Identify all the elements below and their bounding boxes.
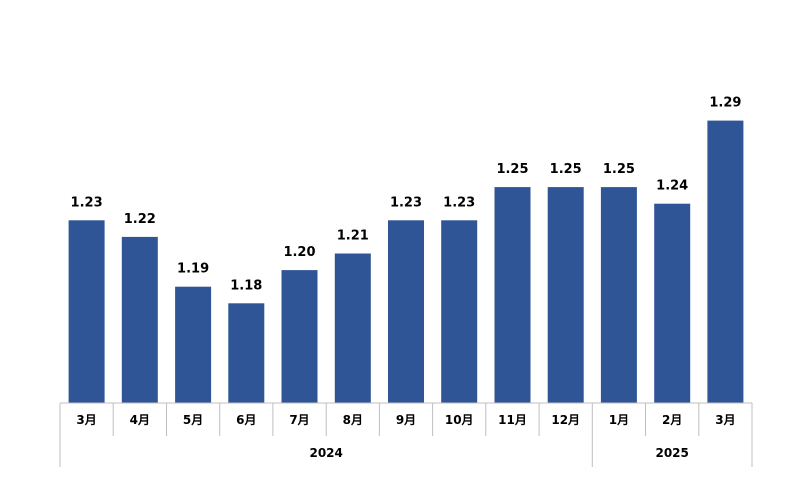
value-label-12: 1.24	[656, 179, 688, 194]
value-label-2: 1.22	[124, 212, 156, 227]
x-axis: 3月 4月 5月 6月 7月 8月 9月 10月 11月 12月 1月 2月 3月 2024 2025	[59, 402, 753, 467]
x-tick-label-13: 3月	[715, 413, 735, 427]
x-tick-label-11: 1月	[609, 413, 629, 427]
value-label-4: 1.18	[230, 278, 262, 293]
x-tick-label-12: 2月	[662, 413, 682, 427]
x-tick-label-3: 5月	[183, 413, 203, 427]
value-label-3: 1.19	[177, 262, 209, 277]
bar-3	[175, 286, 212, 403]
x-tick-label-8: 10月	[445, 413, 474, 427]
bar-6	[334, 253, 371, 403]
value-label-6: 1.21	[337, 229, 369, 244]
value-label-1: 1.23	[71, 195, 103, 210]
x-tick-label-7: 9月	[396, 413, 416, 427]
x-tick-label-2: 4月	[130, 413, 150, 427]
bar-9	[494, 187, 531, 403]
value-labels-group: 1.23 1.22 1.19 1.18 1.20 1.21 1.23 1.23 1.25 1.25…	[71, 96, 742, 294]
value-label-10: 1.25	[550, 162, 582, 177]
value-label-11: 1.25	[603, 162, 635, 177]
year-group-label-2: 2025	[655, 446, 688, 460]
bar-11	[600, 187, 637, 403]
x-tick-label-4: 6月	[236, 413, 256, 427]
value-label-7: 1.23	[390, 195, 422, 210]
bars-group	[68, 120, 744, 403]
bar-5	[281, 270, 318, 403]
bar-4	[228, 303, 265, 403]
bar-10	[547, 187, 584, 403]
x-tick-label-1: 3月	[76, 413, 96, 427]
bar-7	[388, 220, 424, 403]
value-label-5: 1.20	[283, 245, 315, 260]
value-label-13: 1.29	[709, 96, 741, 111]
value-label-8: 1.23	[443, 195, 475, 210]
x-tick-label-6: 8月	[343, 413, 363, 427]
x-tick-label-9: 11月	[498, 413, 527, 427]
bar-1	[68, 220, 105, 403]
bar-12	[654, 203, 691, 403]
bar-2	[121, 236, 158, 403]
bar-13	[707, 120, 744, 403]
x-tick-label-5: 7月	[289, 413, 309, 427]
year-group-label-1: 2024	[309, 446, 342, 460]
x-tick-label-10: 12月	[551, 413, 580, 427]
bar-8	[441, 220, 478, 403]
value-label-9: 1.25	[496, 162, 528, 177]
